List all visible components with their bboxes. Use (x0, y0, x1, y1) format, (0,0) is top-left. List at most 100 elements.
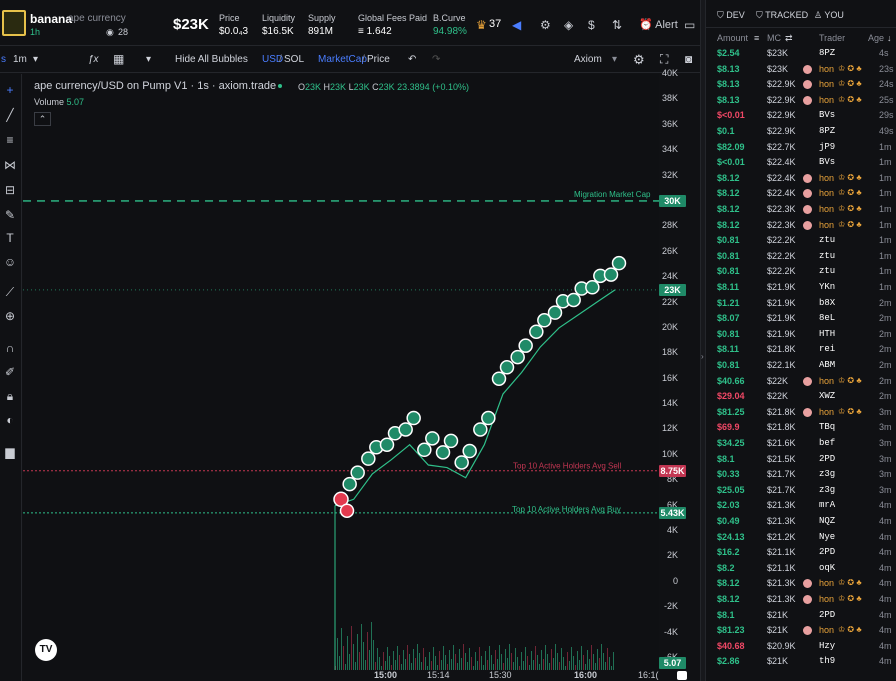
trade-row[interactable]: $8.11 $21.8K rei 2m (706, 341, 896, 357)
trade-trader[interactable]: hon (819, 625, 835, 636)
trade-trader[interactable]: oqK (819, 562, 836, 573)
magnet-icon[interactable]: ∩ (5, 341, 15, 355)
trade-trader[interactable]: 2PD (819, 547, 836, 558)
tradingview-logo[interactable]: TV (35, 639, 57, 661)
interval-button[interactable]: 1m (13, 54, 27, 65)
header-age[interactable]: Age (868, 33, 885, 43)
trade-trader[interactable]: z3g (819, 469, 836, 480)
trade-trader[interactable]: 8PZ (819, 48, 836, 58)
menu-chevron-icon[interactable]: ▾ (146, 54, 152, 65)
trade-trader[interactable]: XWZ (819, 391, 836, 402)
header-trader[interactable]: Trader (819, 33, 846, 43)
tab-tracked[interactable]: ⛉ TRACKED (756, 10, 809, 20)
header-amount[interactable]: Amount (717, 33, 749, 43)
trade-trader[interactable]: th9 (819, 656, 836, 667)
chart-canvas[interactable]: Migration Market Cap Top 10 Active Holder… (23, 74, 659, 670)
panel-resize-handle[interactable]: › (700, 0, 705, 681)
trade-row[interactable]: $8.12 $22.4K hon ♔ ✪ ♣ 1m (706, 170, 896, 186)
tab-dev[interactable]: ⛉ DEV (717, 10, 745, 20)
font-selector[interactable]: Axiom (574, 54, 602, 65)
crosshair-icon[interactable]: + (6, 83, 14, 97)
trade-row[interactable]: $69.9 $21.8K TBq 3m (706, 419, 896, 435)
trade-row[interactable]: $0.81 $22.1K ABM 2m (706, 357, 896, 373)
scroll-to-latest-icon[interactable] (677, 671, 687, 680)
sort-icon[interactable]: ≡ (754, 33, 760, 43)
usd-toggle[interactable]: USD (262, 54, 284, 65)
trade-trader[interactable]: z3g (819, 484, 836, 495)
trade-row[interactable]: $34.25 $21.6K bef 3m (706, 435, 896, 451)
trade-row[interactable]: $2.03 $21.3K mrA 4m (706, 497, 896, 513)
dollar-icon[interactable]: $ (588, 18, 595, 32)
trade-trader[interactable]: jP9 (819, 141, 836, 152)
eye-visibility-icon[interactable]: ◐ (6, 413, 14, 427)
ruler-lines-icon[interactable]: ⊟ (4, 183, 16, 197)
marketcap-toggle[interactable]: MarketCap (318, 54, 367, 65)
trade-trader[interactable]: hon (819, 79, 835, 90)
trade-row[interactable]: $0.81 $21.9K HTH 2m (706, 326, 896, 342)
trade-trader[interactable]: ABM (819, 360, 836, 370)
redo-icon[interactable]: ↷ (432, 54, 441, 65)
age-sort-icon[interactable]: ↓ (887, 33, 892, 43)
trade-row[interactable]: $40.68 $20.9K Hzy 4m (706, 638, 896, 654)
trade-trader[interactable]: YKn (819, 282, 836, 292)
trade-row[interactable]: $40.66 $22K hon ♔ ✪ ♣ 2m (706, 373, 896, 389)
trade-row[interactable]: $8.11 $21.9K YKn 1m (706, 279, 896, 295)
trade-row[interactable]: $8.12 $22.3K hon ♔ ✪ ♣ 1m (706, 201, 896, 217)
trade-row[interactable]: $8.13 $23K hon ♔ ✪ ♣ 23s (706, 61, 896, 77)
trade-trader[interactable]: hon (819, 406, 835, 417)
trade-row[interactable]: $2.86 $21K th9 4m (706, 653, 896, 669)
time-axis[interactable]: 15:00 15:14 15:30 16:00 16:1( (23, 670, 703, 681)
trade-trader[interactable]: rei (819, 344, 836, 355)
trade-trader[interactable]: hon (819, 594, 835, 604)
lock-icon[interactable]: 🔒︎ (6, 389, 14, 403)
trade-trader[interactable]: hon (819, 63, 835, 74)
trade-trader[interactable]: hon (819, 188, 835, 199)
measure-icon[interactable]: ⟋ (5, 285, 15, 299)
trade-trader[interactable]: 2PD (819, 453, 836, 464)
trade-trader[interactable]: hon (819, 219, 835, 230)
header-mc[interactable]: MC (767, 33, 781, 43)
trade-row[interactable]: $16.2 $21.1K 2PD 4m (706, 544, 896, 560)
trade-row[interactable]: $1.21 $21.9K b8X 2m (706, 295, 896, 311)
trash-icon[interactable]: ▆ (5, 445, 15, 459)
trade-trader[interactable]: 8eL (819, 313, 836, 324)
eye-icon[interactable]: ◉ (106, 27, 114, 37)
trade-row[interactable]: $29.04 $22K XWZ 2m (706, 388, 896, 404)
brush-icon[interactable]: ✎ (4, 208, 16, 222)
trade-trader[interactable]: Nye (819, 531, 836, 542)
gear-icon[interactable]: ⚙ (540, 18, 551, 32)
trade-row[interactable]: $25.05 $21.7K z3g 3m (706, 482, 896, 498)
templates-icon[interactable]: ▦ (113, 52, 125, 66)
trade-row[interactable]: $8.1 $21.5K 2PD 3m (706, 451, 896, 467)
layout-icon[interactable]: ▭ (684, 18, 696, 32)
trade-row[interactable]: $8.13 $22.9K hon ♔ ✪ ♣ 25s (706, 92, 896, 108)
trade-trader[interactable]: ztu (819, 266, 836, 277)
fullscreen-icon[interactable]: ⛶ (660, 52, 669, 66)
trade-row[interactable]: $24.13 $21.2K Nye 4m (706, 529, 896, 545)
trade-row[interactable]: $0.49 $21.3K NQZ 4m (706, 513, 896, 529)
trade-trader[interactable]: ztu (819, 235, 836, 246)
trade-trader[interactable]: hon (819, 94, 835, 105)
trade-trader[interactable]: hon (819, 172, 835, 183)
trade-trader[interactable]: hon (819, 375, 835, 386)
pattern-icon[interactable]: ⋈ (4, 158, 16, 172)
trade-trader[interactable]: BVs (819, 110, 836, 121)
tab-you[interactable]: ♙ YOU (814, 10, 844, 20)
trade-trader[interactable]: hon (819, 578, 835, 589)
trade-row[interactable]: $81.23 $21K hon ♔ ✪ ♣ 4m (706, 622, 896, 638)
trade-trader[interactable]: NQZ (819, 516, 836, 526)
dropdown-chevron-icon[interactable]: ▾ (612, 54, 618, 65)
trade-trader[interactable]: TBq (819, 422, 836, 433)
trade-trader[interactable]: b8X (819, 297, 836, 308)
price-toggle[interactable]: Price (367, 54, 390, 65)
chevron-down-icon[interactable]: ▾ (33, 54, 39, 65)
fib-icon[interactable]: ≡ (6, 133, 14, 147)
indicator-icon[interactable]: ƒx (88, 54, 99, 65)
trade-row[interactable]: $8.1 $21K 2PD 4m (706, 607, 896, 623)
mc-toggle-icon[interactable]: ⇄ (785, 33, 793, 43)
trade-trader[interactable]: bef (819, 438, 836, 448)
trade-row[interactable]: $0.81 $22.2K ztu 1m (706, 248, 896, 264)
trade-row[interactable]: $0.81 $22.2K ztu 1m (706, 263, 896, 279)
text-icon[interactable]: T (6, 231, 14, 245)
camera-icon[interactable]: ◙ (685, 52, 693, 66)
